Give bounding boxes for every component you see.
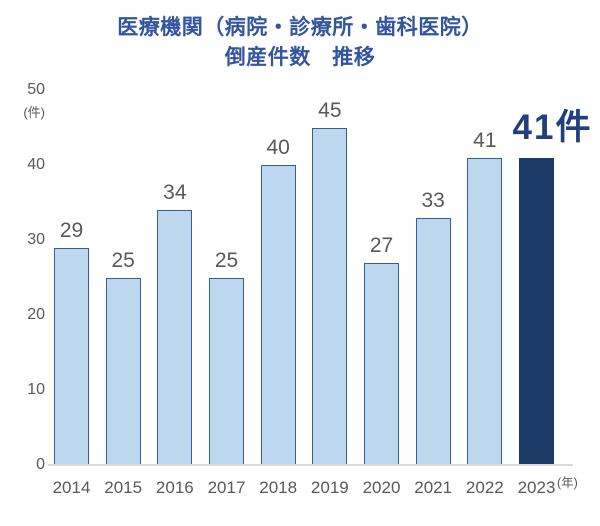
value-label: 33: [421, 188, 445, 212]
bar-2020: [364, 262, 399, 465]
bar-2017: [209, 277, 244, 465]
chart-title-line2: 倒産件数 推移: [224, 46, 376, 70]
value-label: 45: [318, 98, 342, 122]
bar-2015: [105, 277, 141, 465]
y-axis: 0 10 20 30 40 50 (件): [0, 81, 45, 473]
value-label-highlight: 41件: [512, 107, 593, 147]
x-tick-label: 2022: [465, 478, 504, 497]
bar-highlight-2023: [519, 157, 554, 465]
value-label: 29: [59, 218, 84, 242]
x-tick-label: 2021: [414, 478, 453, 497]
x-tick-label: 2016: [155, 478, 194, 497]
bar-2022: [467, 157, 503, 465]
y-tick-label: 0: [36, 456, 45, 473]
bar-2019: [312, 127, 348, 465]
bar-2014: [54, 247, 89, 465]
bar-2021: [415, 217, 451, 465]
value-label: 34: [163, 181, 187, 204]
chart-title-line1: 医療機関（病院・診療所・歯科医院）: [117, 16, 483, 39]
x-axis-line: [48, 464, 573, 466]
bar-2018: [260, 165, 296, 465]
x-tick-label: 2015: [104, 478, 143, 497]
x-tick-label: 2023: [517, 478, 556, 497]
value-label: 40: [266, 136, 290, 159]
x-axis-unit-label: (年): [557, 476, 578, 490]
value-label: 25: [111, 248, 135, 272]
value-label: 27: [369, 233, 394, 257]
bar-2016: [157, 210, 193, 465]
x-tick-label: 2017: [207, 478, 246, 497]
y-tick-label: 30: [27, 231, 45, 248]
x-tick-label: 2014: [52, 478, 91, 497]
y-tick-label: 10: [27, 381, 45, 398]
plot-area: (年) 29 2014 25 2015 34 2016 25 2017 40 2018 45 2019…: [53, 90, 591, 498]
y-axis-unit-label: (件): [23, 105, 45, 120]
x-tick-label: 2020: [362, 478, 401, 497]
x-tick-label: 2019: [310, 478, 349, 497]
x-tick-label: 2018: [259, 478, 298, 497]
chart-title: 医療機関（病院・診療所・歯科医院） 倒産件数 推移: [0, 13, 600, 74]
value-label: 41: [473, 128, 497, 152]
y-tick-label: 20: [27, 306, 45, 323]
y-tick-label: 50: [27, 81, 45, 98]
value-label: 25: [214, 248, 239, 272]
y-tick-label: 40: [27, 156, 45, 173]
